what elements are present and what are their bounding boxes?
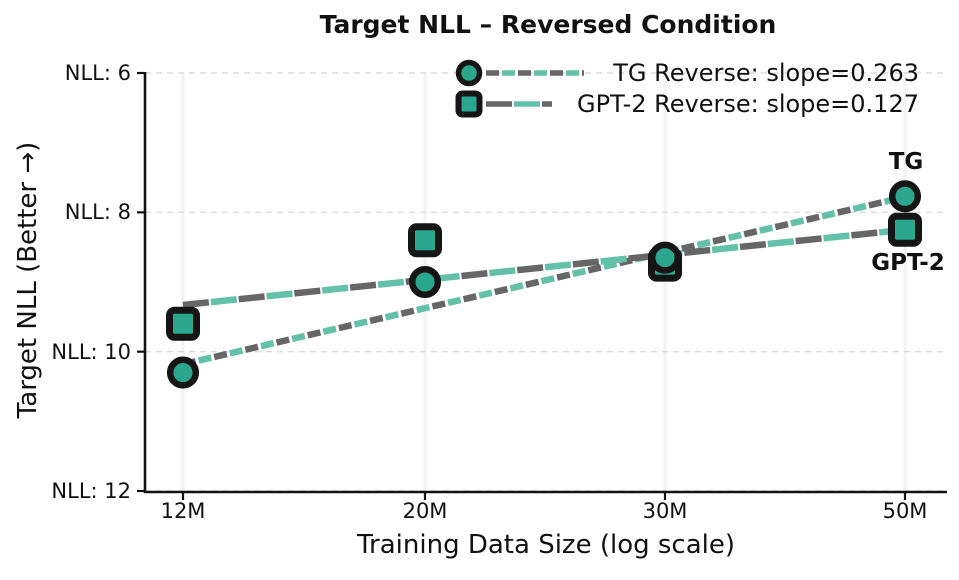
x-tick-label: 50M — [882, 499, 928, 523]
y-tick-label: NLL: 6 — [64, 61, 131, 85]
annotation-tg: TG — [888, 149, 924, 175]
y-tick-label: NLL: 12 — [51, 479, 131, 503]
legend-marker-tg-icon — [455, 59, 584, 87]
x-axis-label: Training Data Size (log scale) — [356, 530, 736, 560]
legend-marker-gpt2-icon — [455, 90, 552, 118]
annotation-gpt2: GPT-2 — [871, 250, 945, 276]
y-axis-label: Target NLL (Better →) — [13, 141, 43, 419]
y-tick-label: NLL: 10 — [51, 340, 131, 364]
y-tick-label: NLL: 8 — [64, 200, 131, 224]
legend-label-tg: TG Reverse: slope=0.263 — [613, 59, 919, 87]
x-tick-label: 20M — [402, 499, 448, 523]
legend-entry-tg: TG Reverse: slope=0.263 — [452, 56, 919, 90]
chart-title: Target NLL – Reversed Condition — [319, 10, 777, 39]
x-tick-label: 30M — [642, 499, 688, 523]
legend-entry-gpt2: GPT-2 Reverse: slope=0.127 — [452, 87, 919, 121]
x-tick-label: 12M — [160, 499, 206, 523]
legend-label-gpt2: GPT-2 Reverse: slope=0.127 — [577, 90, 919, 118]
